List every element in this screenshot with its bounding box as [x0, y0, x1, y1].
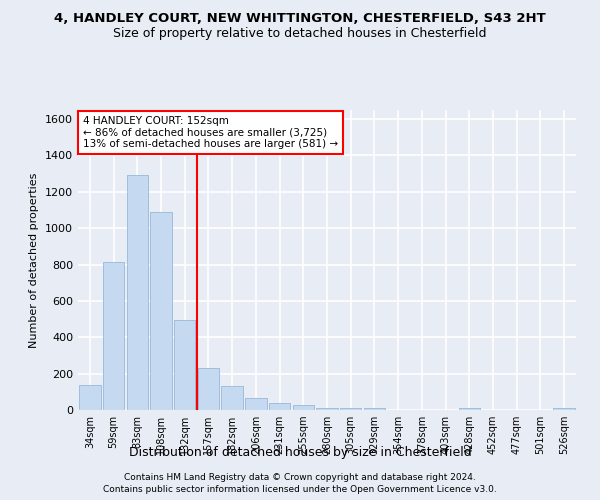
Bar	[174, 320, 196, 410]
Bar	[127, 174, 148, 410]
Bar	[269, 403, 290, 410]
Text: Distribution of detached houses by size in Chesterfield: Distribution of detached houses by size …	[128, 446, 472, 459]
Bar	[293, 405, 314, 410]
Bar	[103, 262, 124, 410]
Bar	[151, 212, 172, 410]
Bar	[458, 408, 480, 410]
Bar	[198, 368, 219, 410]
Bar	[340, 408, 361, 410]
Y-axis label: Number of detached properties: Number of detached properties	[29, 172, 40, 348]
Bar	[364, 408, 385, 410]
Bar	[316, 408, 338, 410]
Bar	[79, 385, 101, 410]
Text: Contains public sector information licensed under the Open Government Licence v3: Contains public sector information licen…	[103, 484, 497, 494]
Text: Contains HM Land Registry data © Crown copyright and database right 2024.: Contains HM Land Registry data © Crown c…	[124, 473, 476, 482]
Bar	[221, 386, 243, 410]
Bar	[553, 408, 575, 410]
Text: Size of property relative to detached houses in Chesterfield: Size of property relative to detached ho…	[113, 28, 487, 40]
Text: 4, HANDLEY COURT, NEW WHITTINGTON, CHESTERFIELD, S43 2HT: 4, HANDLEY COURT, NEW WHITTINGTON, CHEST…	[54, 12, 546, 26]
Text: 4 HANDLEY COURT: 152sqm
← 86% of detached houses are smaller (3,725)
13% of semi: 4 HANDLEY COURT: 152sqm ← 86% of detache…	[83, 116, 338, 149]
Bar	[245, 398, 266, 410]
